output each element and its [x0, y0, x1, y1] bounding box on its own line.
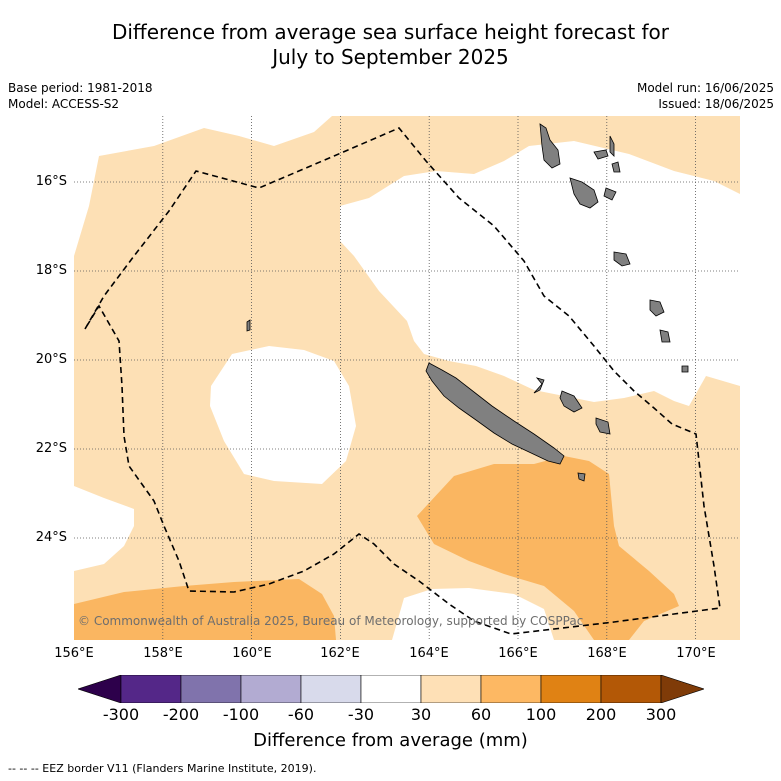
colorbar-tick-minus100: -100: [222, 705, 260, 724]
lat-label-22s: 22°S: [35, 441, 67, 456]
vanuatu-pentecost: [609, 135, 615, 157]
neutral-region-west: [74, 486, 134, 571]
copyright-notice: © Commonwealth of Australia 2025, Bureau…: [78, 614, 584, 628]
lon-label-158e: 158°E: [143, 646, 183, 661]
loyalty-island-lifou: [559, 390, 583, 413]
sea-height-map: © Commonwealth of Australia 2025, Bureau…: [74, 116, 740, 640]
vanuatu-epi: [603, 187, 617, 201]
meta-right: Model run: 16/06/2025 Issued: 18/06/2025: [637, 80, 774, 112]
new-caledonia: [425, 362, 565, 465]
vanuatu-erromango: [649, 299, 665, 317]
colorbar-tick-60: 60: [470, 705, 492, 724]
lat-label-18s: 18°S: [35, 263, 67, 278]
vanuatu-malekula: [569, 177, 599, 209]
colorbar-tick-minus200: -200: [162, 705, 200, 724]
lat-label-20s: 20°S: [35, 352, 67, 367]
lon-label-168e: 168°E: [587, 646, 627, 661]
colorbar-tick-minus300: -300: [102, 705, 140, 724]
vanuatu-ambrym: [593, 149, 609, 160]
colorbar: [78, 675, 704, 703]
colorbar-bin-8: [540, 675, 602, 703]
anomaly-60-100-region-east: [417, 456, 679, 640]
neutral-region-south: [392, 588, 554, 640]
colorbar-bin-1: [120, 675, 182, 703]
colorbar-bin-6: [420, 675, 482, 703]
chesterfield-islet: [246, 319, 251, 332]
colorbar-extend-high: [660, 675, 704, 703]
land-masses: [246, 123, 689, 482]
colorbar-extend-low: [78, 675, 122, 703]
isle-of-pines: [577, 472, 586, 482]
neutral-region-central-oval: [210, 346, 356, 484]
vanuatu-tanna: [659, 329, 671, 343]
colorbar-title: Difference from average (mm): [253, 730, 528, 751]
lon-label-164e: 164°E: [409, 646, 449, 661]
eez-border: [84, 127, 721, 635]
colorbar-bin-2: [180, 675, 242, 703]
colorbar-tick-30: 30: [410, 705, 432, 724]
neutral-region-northeast: [340, 141, 740, 406]
lon-label-166e: 166°E: [498, 646, 538, 661]
colorbar-bin-4: [300, 675, 362, 703]
map-canvas: [74, 116, 740, 640]
lon-label-160e: 160°E: [232, 646, 272, 661]
gridlines: [74, 116, 740, 640]
colorbar-bin-7: [480, 675, 542, 703]
model-name: Model: ACCESS-S2: [8, 97, 120, 111]
colorbar-tick-300: 300: [645, 705, 677, 724]
vanuatu-efate: [613, 251, 631, 267]
meta-left: Base period: 1981-2018 Model: ACCESS-S2: [8, 80, 153, 112]
eez-legend-note: -- -- -- EEZ border V11 (Flanders Marine…: [8, 762, 317, 775]
colorbar-tick-minus30: -30: [347, 705, 375, 724]
anomaly-60-100-region-southwest: [74, 579, 336, 640]
lon-label-162e: 162°E: [320, 646, 360, 661]
lon-label-156e: 156°E: [54, 646, 94, 661]
lat-label-16s: 16°S: [35, 174, 67, 189]
loyalty-island-mare: [595, 417, 611, 435]
neutral-region-topleft: [74, 116, 332, 256]
colorbar-tick-100: 100: [525, 705, 557, 724]
issued-date: Issued: 18/06/2025: [658, 97, 774, 111]
lat-label-24s: 24°S: [35, 530, 67, 545]
base-period: Base period: 1981-2018: [8, 81, 153, 95]
lon-label-170e: 170°E: [676, 646, 716, 661]
colorbar-tick-200: 200: [585, 705, 617, 724]
vanuatu-ambae: [611, 161, 621, 173]
colorbar-bin-5: [360, 675, 422, 703]
model-run: Model run: 16/06/2025: [636, 81, 774, 95]
loyalty-island-ouvea: [533, 377, 545, 394]
colorbar-tick-minus60: -60: [287, 705, 315, 724]
chart-title-line2: July to September 2025: [272, 45, 509, 69]
colorbar-bin-9: [600, 675, 662, 703]
vanuatu-santo: [539, 123, 561, 169]
vanuatu-aneityum: [681, 365, 689, 373]
chart-title-line1: Difference from average sea surface heig…: [111, 20, 670, 44]
colorbar-bin-3: [240, 675, 302, 703]
